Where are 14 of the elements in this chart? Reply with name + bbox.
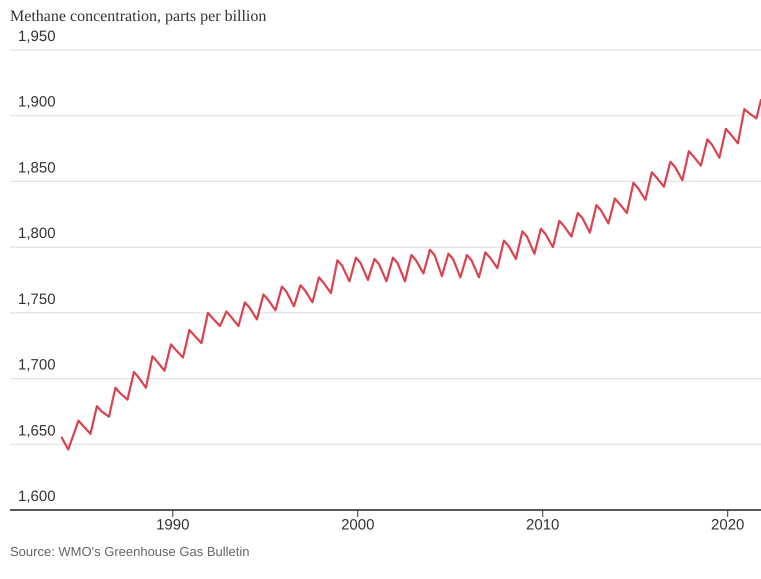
y-tick-label: 1,650 xyxy=(18,422,56,440)
y-tick-label: 1,900 xyxy=(18,94,56,111)
x-tick-label: 2000 xyxy=(341,516,374,534)
y-tick-label: 1,700 xyxy=(18,356,56,374)
x-tick-label: 2020 xyxy=(711,516,744,534)
x-tick-label: 1990 xyxy=(156,516,190,534)
chart-title: Methane concentration, parts per billion xyxy=(10,8,266,25)
y-tick-label: 1,750 xyxy=(18,290,56,308)
y-tick-label: 1,850 xyxy=(18,159,56,176)
y-tick-label: 1,950 xyxy=(18,28,56,45)
source-note: Source: WMO's Greenhouse Gas Bulletin xyxy=(10,544,250,559)
x-tick-label: 2010 xyxy=(526,516,560,534)
y-tick-label: 1,800 xyxy=(18,225,56,242)
y-tick-label: 1,600 xyxy=(18,488,56,505)
